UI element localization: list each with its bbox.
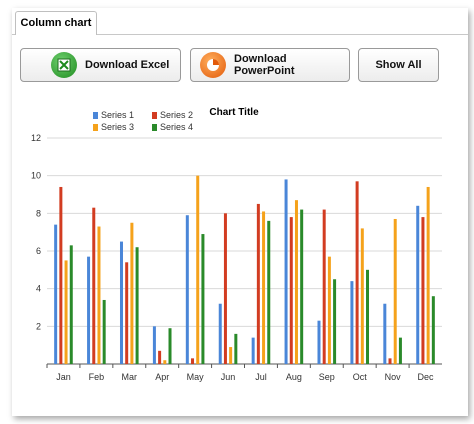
bar — [300, 209, 304, 364]
bar — [125, 262, 129, 364]
bar — [191, 358, 195, 364]
chart-title: Chart Title — [209, 107, 259, 118]
legend-swatch — [93, 112, 98, 119]
bar — [87, 256, 91, 364]
bar — [218, 303, 222, 364]
x-tick-label: Feb — [89, 372, 105, 382]
bar — [398, 337, 402, 364]
bar — [201, 234, 205, 364]
bar — [119, 241, 123, 364]
bar — [97, 226, 101, 364]
y-tick-label: 4 — [36, 284, 41, 294]
legend-label: Series 3 — [101, 122, 134, 132]
bar — [234, 333, 238, 364]
legend-label: Series 1 — [101, 110, 134, 120]
bar — [262, 211, 266, 364]
bar — [92, 207, 96, 364]
tab-column-chart[interactable]: Column chart — [15, 11, 97, 35]
bar — [383, 303, 387, 364]
bar — [64, 260, 68, 364]
legend-swatch — [93, 124, 98, 131]
bar — [393, 218, 397, 364]
show-all-button[interactable]: Show All — [358, 48, 439, 82]
download-excel-label: Download Excel — [85, 59, 170, 71]
bar — [256, 203, 260, 364]
gridlines — [46, 137, 442, 368]
x-tick-label: Dec — [418, 372, 435, 382]
bar — [69, 245, 73, 364]
bar — [322, 209, 326, 364]
bar — [163, 360, 167, 364]
bar — [360, 228, 364, 364]
download-powerpoint-label: Download PowerPoint — [234, 53, 295, 77]
column-chart: 2 4 6 8 10 12 Jan Feb Mar Apr May Jun Jul Aug Sep Oct No… — [31, 107, 442, 382]
bar — [223, 213, 227, 364]
show-all-label: Show All — [375, 59, 422, 71]
bar — [333, 279, 337, 364]
y-tick-label: 10 — [31, 171, 41, 181]
bar — [229, 347, 233, 364]
bar — [196, 175, 200, 364]
bar — [388, 358, 392, 364]
x-tick-label: Sep — [319, 372, 335, 382]
x-tick-label: Mar — [122, 372, 138, 382]
bar — [185, 215, 189, 364]
x-tick-label: Oct — [353, 372, 368, 382]
bars — [54, 175, 435, 364]
legend-label: Series 4 — [160, 122, 193, 132]
bar — [251, 337, 255, 364]
axis-labels: 2 4 6 8 10 12 Jan Feb Mar Apr May Jun Jul Aug Sep Oct No… — [31, 133, 434, 382]
excel-icon — [51, 52, 77, 78]
powerpoint-icon — [200, 52, 226, 78]
y-tick-label: 12 — [31, 133, 41, 143]
bar — [59, 186, 63, 364]
bar — [366, 269, 370, 364]
bar — [135, 247, 139, 364]
bar — [317, 320, 321, 364]
bar — [102, 299, 106, 364]
bar — [416, 205, 420, 364]
x-tick-label: Nov — [385, 372, 402, 382]
bar — [152, 326, 156, 364]
bar — [294, 200, 298, 364]
x-tick-label: Jun — [221, 372, 236, 382]
x-tick-label: Apr — [155, 372, 169, 382]
x-tick-label: Aug — [286, 372, 302, 382]
bar — [426, 186, 430, 364]
bar — [421, 217, 425, 364]
x-tick-label: May — [187, 372, 205, 382]
bar — [158, 350, 162, 364]
y-tick-label: 8 — [36, 208, 41, 218]
legend-swatch — [152, 124, 157, 131]
download-excel-button[interactable]: Download Excel — [20, 48, 181, 82]
chart-window: Column chart Download Excel Download Pow… — [12, 8, 468, 416]
bar — [130, 222, 134, 364]
tab-strip: Column chart — [12, 8, 468, 35]
bar — [327, 256, 331, 364]
y-tick-label: 6 — [36, 246, 41, 256]
bar — [355, 181, 359, 364]
bar — [54, 224, 58, 364]
x-tick-label: Jan — [56, 372, 71, 382]
legend-label: Series 2 — [160, 110, 193, 120]
x-tick-label: Jul — [255, 372, 267, 382]
download-powerpoint-button[interactable]: Download PowerPoint — [190, 48, 350, 82]
bar — [431, 296, 435, 364]
bar — [168, 328, 172, 364]
legend: Series 1 Series 2 Series 3 Series 4 — [93, 110, 193, 132]
bar — [284, 179, 288, 364]
bar — [289, 217, 293, 364]
bar — [350, 281, 354, 364]
bar — [267, 220, 271, 364]
legend-swatch — [152, 112, 157, 119]
y-tick-label: 2 — [36, 321, 41, 331]
